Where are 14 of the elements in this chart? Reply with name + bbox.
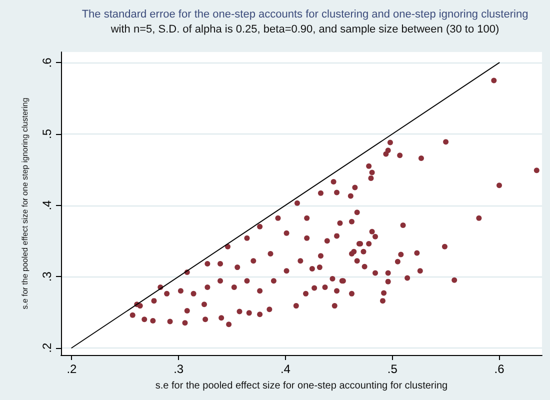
chart-title: The standard erroe for the one-step accounts for clustering and one-step ignoring clustering xyxy=(82,8,528,20)
y-tick-label: .4 xyxy=(40,200,54,210)
y-tick-label: .3 xyxy=(40,271,54,282)
y-tick-label: .2 xyxy=(40,342,54,353)
x-tick-label: .3 xyxy=(174,362,184,376)
y-axis-title: s.e for the pooled effect size for one step ignoring clustering xyxy=(20,98,30,310)
x-axis-title: s.e for the pooled effect size for one-step accounting for clustering xyxy=(155,380,448,392)
chart-subtitle: with n=5, S.D. of alpha is 0.25, beta=0.90, and sample size between (30 to 100) xyxy=(110,24,500,36)
y-tick-label: .6 xyxy=(40,57,54,68)
x-tick-label: .2 xyxy=(66,362,78,376)
x-tick-label: .5 xyxy=(387,362,398,376)
x-tick-label: .4 xyxy=(280,362,291,376)
x-tick-label: .6 xyxy=(494,362,505,376)
y-tick-label: .5 xyxy=(40,128,54,139)
